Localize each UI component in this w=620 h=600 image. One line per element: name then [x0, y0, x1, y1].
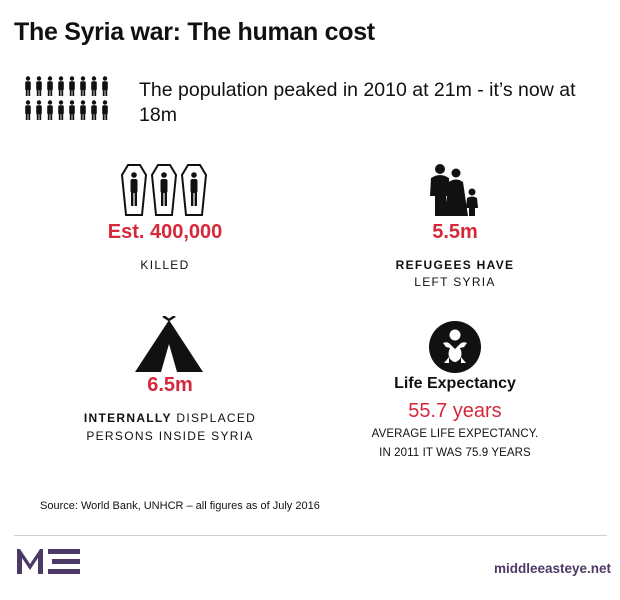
displaced-label-line2: PERSONS INSIDE SYRIA: [86, 429, 254, 443]
source-note: Source: World Bank, UNHCR – all figures …: [40, 500, 320, 512]
baby-icon: [429, 321, 481, 373]
refugees-label-line2: LEFT SYRIA: [414, 275, 496, 289]
life-expectancy-note-line2: IN 2011 IT WAS 75.9 YEARS: [379, 447, 531, 459]
site-link[interactable]: middleeasteye.net: [494, 561, 612, 576]
coffins-icon: [121, 164, 207, 216]
life-expectancy-note-line1: AVERAGE LIFE EXPECTANCY.: [371, 428, 539, 440]
killed-figure: Est. 400,000: [107, 221, 223, 243]
refugees-figure: 5.5m: [432, 221, 478, 243]
refugees-label-line1: REFUGEES HAVE: [395, 258, 515, 272]
people-icon: [25, 76, 108, 120]
life-expectancy-figure: 55.7 years: [408, 400, 502, 422]
displaced-label-line1: INTERNALLY DISPLACED: [50, 409, 290, 427]
population-text: The population peaked in 2010 at 21m - i…: [139, 79, 576, 126]
tent-icon: [135, 316, 203, 372]
life-expectancy-heading: Life Expectancy: [394, 375, 516, 392]
displaced-label-rest: DISPLACED: [171, 411, 257, 425]
killed-label: KILLED: [140, 258, 190, 272]
page-title: The Syria war: The human cost: [14, 18, 375, 46]
family-icon: [430, 164, 478, 216]
displaced-figure: 6.5m: [147, 374, 193, 396]
mee-logo[interactable]: [15, 546, 83, 578]
displaced-label-bold: INTERNALLY: [83, 411, 172, 425]
footer-divider: [14, 535, 607, 536]
